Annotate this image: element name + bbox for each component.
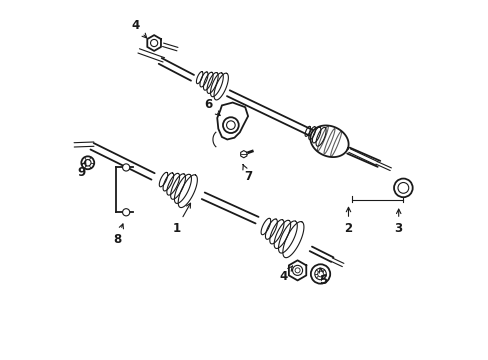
Circle shape xyxy=(122,164,129,171)
Text: 2: 2 xyxy=(344,207,352,235)
Text: 1: 1 xyxy=(172,203,190,235)
Text: 9: 9 xyxy=(77,161,86,179)
Polygon shape xyxy=(240,150,246,158)
Text: 6: 6 xyxy=(204,98,220,116)
Circle shape xyxy=(122,209,129,216)
Text: 3: 3 xyxy=(394,209,402,235)
Polygon shape xyxy=(288,260,305,280)
Text: 4: 4 xyxy=(131,19,146,38)
Text: 8: 8 xyxy=(113,224,123,246)
Circle shape xyxy=(81,156,94,169)
Text: 4: 4 xyxy=(279,266,292,283)
Text: 5: 5 xyxy=(319,268,327,287)
Circle shape xyxy=(393,179,412,197)
Polygon shape xyxy=(217,103,247,139)
Polygon shape xyxy=(147,35,161,51)
Text: 7: 7 xyxy=(243,165,252,183)
Circle shape xyxy=(310,264,329,284)
